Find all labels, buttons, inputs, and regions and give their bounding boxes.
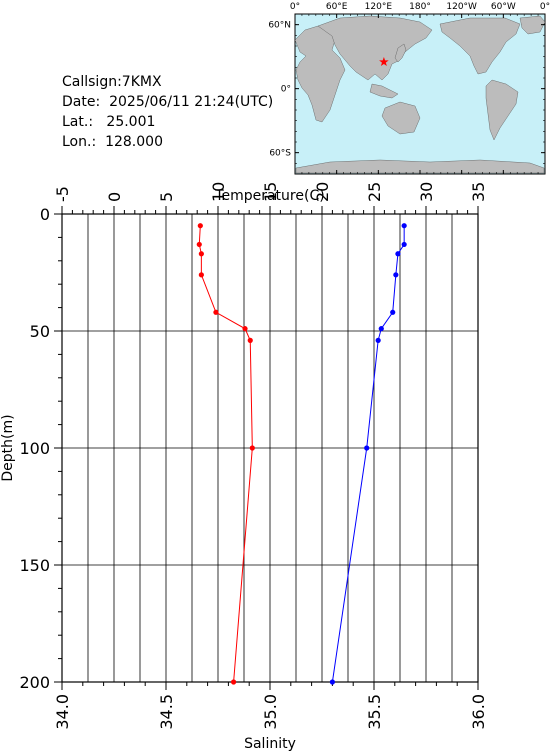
lat-value: 25.001 — [106, 114, 156, 130]
temperature-tick-label: 35 — [469, 182, 488, 202]
map-lon-labels: 0° 60°E 120°E 180° 120°W 60°W 0° — [290, 2, 550, 12]
depth-tick-label: 100 — [19, 439, 50, 458]
depth-axis-label: Depth(m) — [0, 414, 16, 481]
series-0-point — [249, 445, 255, 451]
map-lat-label: 0° — [281, 85, 291, 95]
series-layer — [196, 223, 407, 685]
profile-chart: -5 0 5 10 15 20 25 30 35 34.0 34.5 35.0 35.5 36.0 05… — [0, 182, 488, 752]
map-lat-label: 60°N — [268, 21, 291, 31]
map-lon-label: 0° — [540, 2, 550, 12]
lat-line: Lat.: 25.001 — [62, 112, 273, 132]
land-greenland — [519, 15, 546, 35]
series-1-point — [329, 679, 335, 685]
lat-label: Lat.: — [62, 114, 94, 130]
temperature-tick-label: 15 — [261, 182, 280, 202]
temperature-tick-label: 5 — [157, 192, 176, 202]
series-0-point — [197, 223, 203, 229]
series-0-point — [196, 241, 202, 248]
temperature-tick-labels: -5 0 5 10 15 20 25 30 35 — [53, 182, 488, 202]
land-asia — [317, 15, 433, 81]
map-lon-label: 120°W — [446, 2, 477, 12]
series-0-point — [213, 309, 219, 315]
series-1-point — [378, 326, 384, 332]
callsign-line: Callsign:7KMX — [62, 72, 273, 92]
series-1-point — [364, 445, 370, 451]
temperature-tick-label: 25 — [365, 182, 384, 202]
temperature-tick-label: 30 — [417, 182, 436, 202]
callsign-label: Callsign: — [62, 74, 122, 90]
land-south-america — [485, 79, 519, 141]
station-star-icon — [379, 56, 389, 66]
series-1-point — [390, 309, 396, 315]
land-japan — [394, 43, 407, 63]
series-1-point — [395, 251, 401, 257]
salinity-tick-label: 35.5 — [365, 694, 384, 730]
series-1-point — [393, 272, 399, 278]
depth-tick-labels: 0 50 100 150 200 — [19, 205, 50, 692]
land-australia — [381, 101, 421, 135]
series-1-point — [401, 241, 407, 248]
salinity-tick-label: 34.5 — [157, 694, 176, 730]
temperature-tick-label: 20 — [313, 182, 332, 202]
land-north-america — [439, 17, 521, 75]
land-se-asia — [369, 83, 399, 99]
depth-tick-label: 0 — [40, 205, 50, 224]
series-0-point — [198, 251, 204, 257]
map-lon-label: 0° — [290, 2, 300, 12]
station-info: Callsign:7KMX Date: 2025/06/11 21:24(UTC… — [62, 72, 273, 152]
salinity-tick-label: 35.0 — [261, 694, 280, 730]
series-0-point — [242, 326, 248, 332]
world-map: 0° 60°E 120°E 180° 120°W 60°W 0° 60°N 0° 60°S — [268, 2, 550, 175]
series-1-point — [375, 337, 381, 343]
lon-line: Lon.: 128.000 — [62, 132, 273, 152]
series-0-point — [198, 272, 204, 278]
depth-tick-label: 50 — [30, 322, 50, 341]
salinity-tick-label: 36.0 — [469, 694, 488, 730]
date-line: Date: 2025/06/11 21:24(UTC) — [62, 92, 273, 112]
lon-label: Lon.: — [62, 134, 97, 150]
map-land — [294, 15, 546, 174]
depth-tick-label: 150 — [19, 556, 50, 575]
series-1-point — [401, 223, 407, 229]
salinity-tick-labels: 34.0 34.5 35.0 35.5 36.0 — [53, 694, 488, 730]
axis-ticks — [54, 206, 479, 690]
temperature-tick-label: -5 — [53, 186, 72, 202]
callsign-value: 7KMX — [121, 74, 162, 90]
map-lon-label: 60°E — [326, 2, 348, 12]
series-0-point — [231, 679, 237, 685]
map-ticks — [294, 13, 546, 175]
series-0-point — [247, 337, 253, 343]
temperature-tick-label: 0 — [105, 192, 124, 202]
map-lat-label: 60°S — [269, 149, 291, 159]
depth-tick-label: 200 — [19, 673, 50, 692]
map-lat-labels: 60°N 0° 60°S — [268, 21, 291, 159]
salinity-axis-label: Salinity — [244, 736, 296, 751]
temperature-axis-label: Temperature(C) — [214, 188, 324, 204]
map-lon-label: 180° — [409, 2, 431, 12]
date-value: 2025/06/11 21:24(UTC) — [109, 94, 274, 110]
temperature-tick-label: 10 — [209, 182, 228, 202]
salinity-tick-label: 34.0 — [53, 694, 72, 730]
map-lon-label: 60°W — [491, 2, 516, 12]
map-lon-label: 120°E — [365, 2, 393, 12]
lon-value: 128.000 — [105, 134, 163, 150]
date-label: Date: — [62, 94, 101, 110]
